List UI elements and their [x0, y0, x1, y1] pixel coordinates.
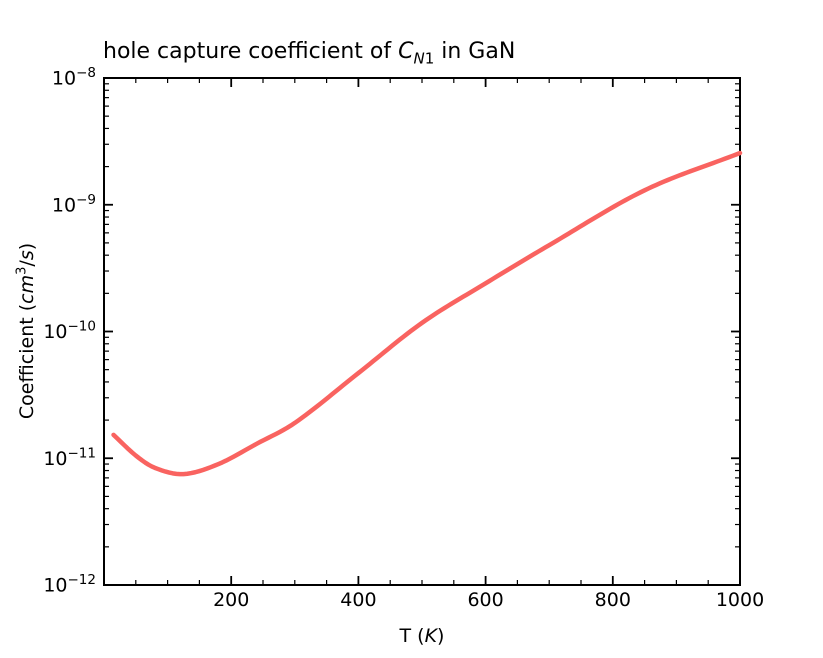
capture-coefficient-curve	[111, 150, 743, 477]
y-axis-label: Coefficient (cm3/s)	[14, 242, 38, 420]
x-tick-label: 800	[595, 589, 631, 611]
title-suffix: in GaN	[434, 39, 516, 64]
y-ticks	[104, 77, 740, 586]
title-subscript: N1	[413, 49, 435, 68]
x-tick-labels: 200 400 600 800 1000	[213, 589, 764, 611]
x-ticks	[135, 78, 741, 585]
x-tick-label: 600	[467, 589, 503, 611]
title-symbol: C	[398, 39, 414, 64]
plot-border	[103, 77, 741, 586]
y-tick-label: 10−11	[43, 445, 96, 470]
x-tick-label: 1000	[716, 589, 764, 611]
chart-title: hole capture coefficient of CN1 in GaN	[103, 39, 516, 68]
y-tick-label: 10−10	[43, 319, 96, 344]
y-tick-label: 10−12	[43, 572, 96, 597]
y-tick-labels: 10−8 10−9 10−10 10−11 10−12	[43, 65, 96, 597]
y-tick-label: 10−8	[52, 65, 96, 90]
y-tick-label: 10−9	[52, 192, 96, 217]
x-axis-label: T (K)	[399, 625, 445, 647]
title-text: hole capture coefficient of	[103, 39, 399, 64]
x-tick-label: 200	[213, 589, 249, 611]
x-tick-label: 400	[340, 589, 376, 611]
